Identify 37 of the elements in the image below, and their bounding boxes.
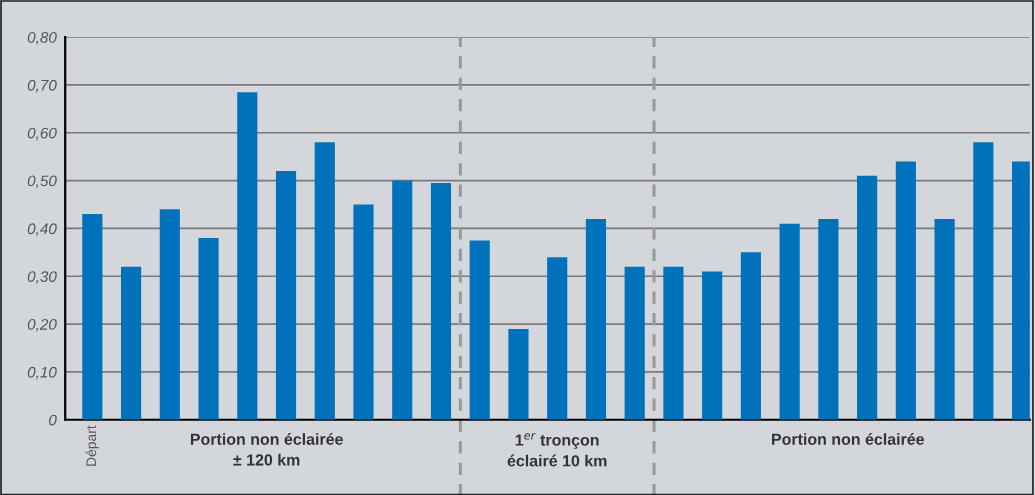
x-tick-label: Départ (85, 425, 99, 466)
bar (740, 252, 761, 420)
bar (82, 214, 103, 420)
y-tick-label: 0,30 (27, 271, 57, 284)
bar (547, 257, 568, 420)
y-tick-label: 0,20 (27, 318, 57, 332)
bar (934, 218, 955, 420)
bar (159, 209, 180, 420)
text: Portion non éclairée ± 120 km (190, 433, 343, 466)
text: Portion non éclairée (772, 433, 924, 445)
bar (198, 238, 219, 420)
y-tick-label: 0,10 (27, 366, 57, 380)
y-tick-label: 0,50 (27, 175, 57, 189)
bar (779, 223, 800, 420)
y-tick-label: 0,70 (27, 79, 57, 93)
bar (508, 328, 529, 420)
bar (895, 161, 916, 420)
y-tick-label: 0,60 (27, 127, 57, 141)
bar (624, 266, 645, 420)
bar (314, 142, 335, 420)
bar (275, 171, 297, 420)
bar (392, 180, 413, 420)
y-tick-label: 0 (49, 414, 57, 426)
bar (973, 142, 994, 420)
bar (430, 183, 452, 420)
bar (237, 92, 258, 420)
y-tick-label: 0,80 (27, 31, 57, 45)
bar (120, 266, 142, 420)
bar (353, 204, 374, 420)
y-tick-label: 0,40 (27, 223, 57, 236)
bar (702, 271, 723, 420)
bar (469, 240, 490, 420)
bar (585, 218, 607, 420)
bar (818, 218, 839, 420)
text: 1$^{er}$ tronçon éclairé 10 km (507, 433, 607, 467)
bar (663, 266, 684, 420)
bar (857, 175, 878, 420)
